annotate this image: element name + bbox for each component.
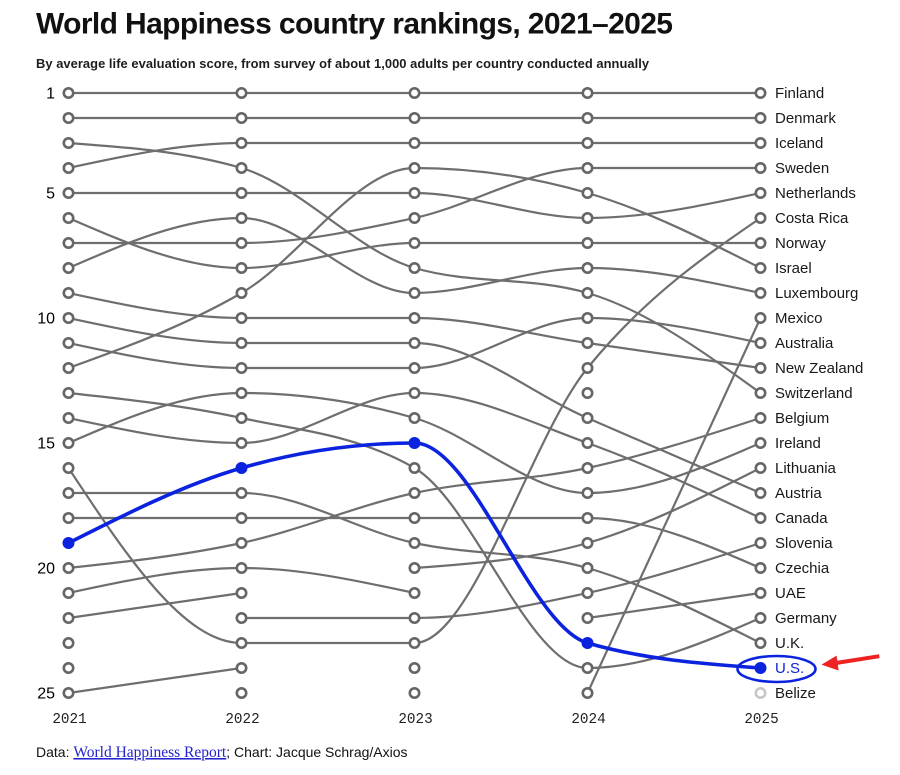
svg-text:By average life evaluation sco: By average life evaluation score, from s… xyxy=(36,56,650,71)
svg-text:20: 20 xyxy=(37,561,55,578)
svg-text:New Zealand: New Zealand xyxy=(775,360,863,377)
svg-text:Belgium: Belgium xyxy=(775,410,829,427)
svg-text:1: 1 xyxy=(46,86,55,103)
svg-text:Slovenia: Slovenia xyxy=(775,535,833,552)
svg-text:Lithuania: Lithuania xyxy=(775,460,837,477)
svg-text:15: 15 xyxy=(37,436,55,453)
svg-text:Iceland: Iceland xyxy=(775,135,823,152)
svg-text:Austria: Austria xyxy=(775,485,822,502)
svg-text:2021: 2021 xyxy=(52,712,86,728)
svg-text:Costa Rica: Costa Rica xyxy=(775,210,849,227)
svg-text:Data: World Happiness Report;: Data: World Happiness Report; Chart: Jac… xyxy=(36,744,408,761)
svg-text:Sweden: Sweden xyxy=(775,160,829,177)
svg-text:Denmark: Denmark xyxy=(775,110,836,127)
svg-text:Belize: Belize xyxy=(775,685,816,702)
svg-text:U.K.: U.K. xyxy=(775,635,804,652)
svg-text:Netherlands: Netherlands xyxy=(775,185,856,202)
svg-text:World Happiness country rankin: World Happiness country rankings, 2021–2… xyxy=(36,8,672,41)
svg-text:25: 25 xyxy=(37,686,55,703)
svg-text:2022: 2022 xyxy=(225,712,259,728)
svg-text:Luxembourg: Luxembourg xyxy=(775,285,858,302)
svg-text:Switzerland: Switzerland xyxy=(775,385,853,402)
svg-text:2025: 2025 xyxy=(744,712,778,728)
svg-text:Mexico: Mexico xyxy=(775,310,823,327)
svg-text:5: 5 xyxy=(46,186,55,203)
svg-text:Germany: Germany xyxy=(775,610,837,627)
svg-text:2024: 2024 xyxy=(571,712,605,728)
svg-text:U.S.: U.S. xyxy=(775,660,804,677)
svg-text:2023: 2023 xyxy=(398,712,432,728)
svg-text:Czechia: Czechia xyxy=(775,560,830,577)
svg-text:Ireland: Ireland xyxy=(775,435,821,452)
svg-text:Australia: Australia xyxy=(775,335,834,352)
svg-text:Canada: Canada xyxy=(775,510,828,527)
svg-text:Israel: Israel xyxy=(775,260,812,277)
svg-text:Norway: Norway xyxy=(775,235,826,252)
svg-text:10: 10 xyxy=(37,311,55,328)
svg-text:UAE: UAE xyxy=(775,585,806,602)
svg-text:Finland: Finland xyxy=(775,85,824,102)
